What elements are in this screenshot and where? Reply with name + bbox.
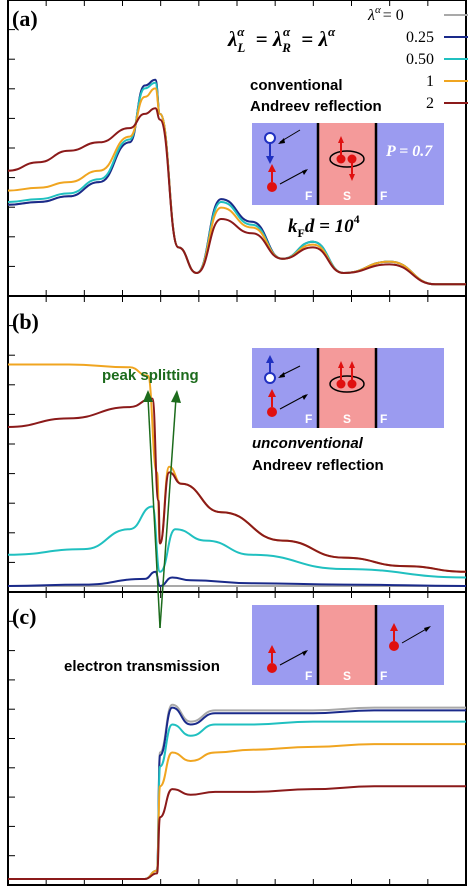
- p-label: P = 0.7: [385, 143, 433, 160]
- legend: λα = 0 0.25 0.50 1 2: [367, 4, 468, 112]
- svg-text:λLα = λRα = λα: λLα = λRα = λα: [227, 24, 336, 55]
- series-line-b-0.50: [7, 505, 467, 579]
- legend-item-0.50: 0.50: [406, 51, 434, 68]
- peak-splitting-label: peak splitting: [102, 367, 199, 384]
- inset-a-s-label: S: [343, 189, 351, 203]
- formula-sup-r: α: [283, 24, 291, 39]
- series-line-a-2: [7, 107, 466, 286]
- series-line-b-2: [7, 397, 467, 573]
- formula-lambda-r: λ: [272, 27, 282, 51]
- inset-a-s: [318, 123, 376, 205]
- legend-item-2: 2: [426, 95, 434, 112]
- inset-c-f-label-right: F: [380, 669, 387, 683]
- inset-b-f-label-right: F: [380, 412, 387, 426]
- peak-splitting-arrows: [143, 390, 181, 629]
- inset-a-f-label-right: F: [380, 189, 387, 203]
- kfd-label: kFd = 104: [288, 212, 360, 240]
- unconventional-andreev-label: Andreev reflection: [252, 457, 384, 474]
- inset-b: F S F: [252, 348, 444, 428]
- unconventional-label: unconventional: [252, 435, 364, 452]
- hole-icon: [264, 132, 276, 144]
- panel-b-label: (b): [12, 309, 39, 334]
- inset-a-f-left: [252, 123, 318, 205]
- formula-sup-l: α: [237, 24, 245, 39]
- electron-transmission-label: electron transmission: [64, 658, 220, 675]
- inset-a-f-right: [376, 123, 444, 205]
- inset-c-s-label: S: [343, 669, 351, 683]
- inset-a: F S F P = 0.7: [252, 123, 444, 205]
- panel-b-frame: [7, 295, 467, 593]
- formula-sup: α: [328, 24, 336, 39]
- panel-a-label: (a): [12, 6, 38, 31]
- inset-a-f-label-left: F: [305, 189, 312, 203]
- legend-item-0.25: 0.25: [406, 29, 434, 46]
- inset-b-f-label-left: F: [305, 412, 312, 426]
- formula-lambda: λ: [318, 27, 328, 51]
- formula-eq-2: =: [301, 27, 313, 51]
- series-line-c-0.25: [8, 706, 466, 881]
- conventional-andreev-label: Andreev reflection: [250, 98, 382, 115]
- lambda-formula: λLα = λRα = λα: [227, 24, 336, 55]
- inset-c-f-label-left: F: [305, 669, 312, 683]
- inset-b-s-label: S: [343, 412, 351, 426]
- legend-header: λα = 0: [367, 4, 404, 24]
- series-line-c-1: [8, 743, 466, 881]
- formula-sub-l: L: [236, 40, 245, 55]
- series-line-c-2: [8, 785, 466, 881]
- formula-lambda-l: λ: [227, 27, 237, 51]
- inset-c: F S F: [252, 605, 444, 685]
- electron-icon: [267, 182, 277, 192]
- panel-c-label: (c): [12, 604, 36, 629]
- curves: [7, 78, 467, 881]
- conventional-label: conventional: [250, 77, 343, 94]
- cooper-pair-icon: [329, 150, 365, 168]
- series-line-c-0.50: [8, 720, 466, 881]
- series-line-b-0.25: [7, 570, 467, 588]
- legend-item-1: 1: [426, 73, 434, 90]
- formula-eq-1: =: [256, 27, 268, 51]
- formula-sub-r: R: [281, 40, 291, 55]
